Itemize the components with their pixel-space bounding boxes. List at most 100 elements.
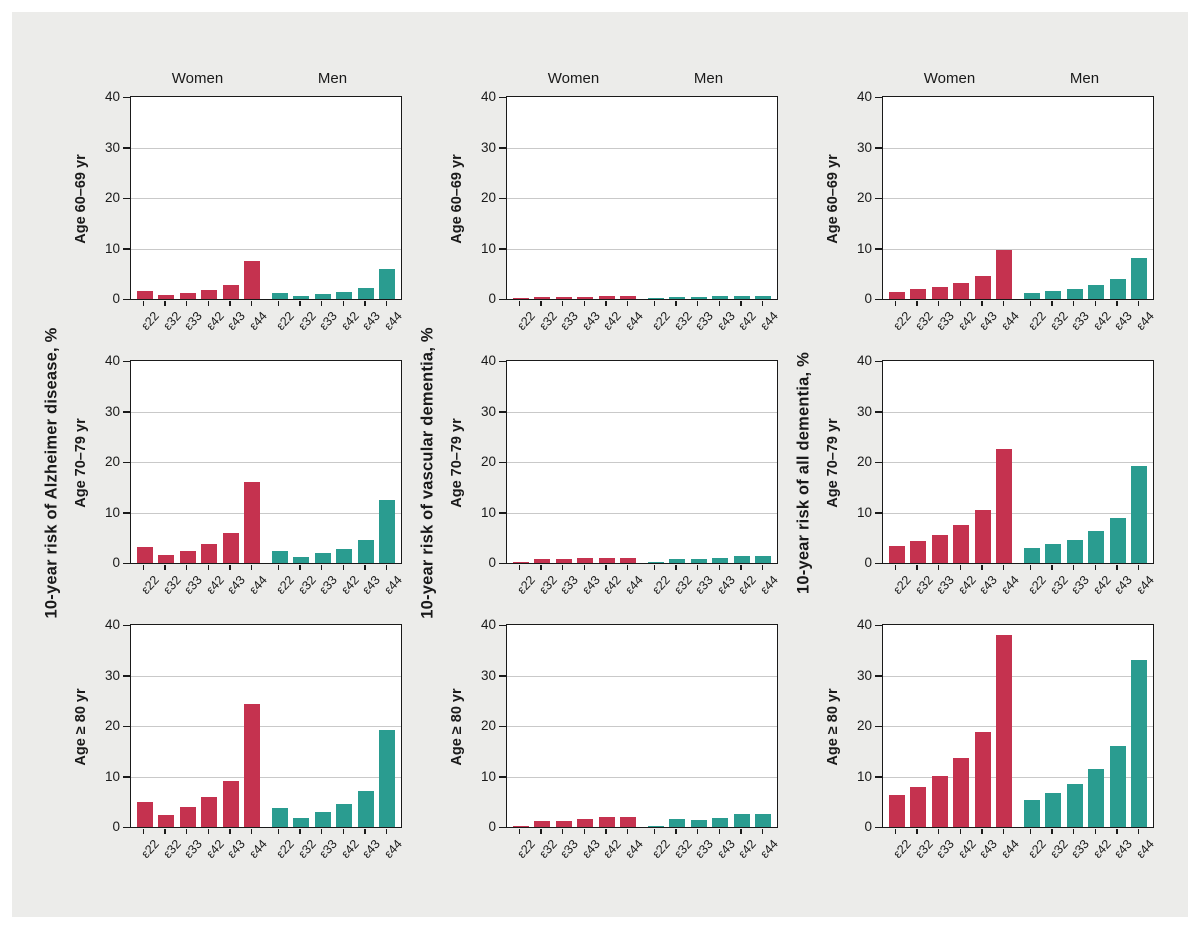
x-tick-mark: [229, 301, 231, 306]
men-bar: [1088, 531, 1105, 563]
x-label-item: ε22: [271, 301, 297, 347]
y-tick-label: 20: [104, 190, 120, 205]
x-tick-mark: [675, 829, 677, 834]
x-label-item: ε32: [1044, 301, 1071, 347]
x-tick-mark: [1094, 829, 1096, 834]
x-tick-mark: [320, 829, 323, 834]
x-tick-mark: [696, 829, 699, 834]
y-tick-mark: [499, 562, 506, 564]
x-label-group: ε22 ε32 ε33 ε43 ε42 ε44: [641, 565, 781, 611]
men-bar: [1088, 285, 1105, 299]
bar-groups: [131, 361, 401, 563]
x-label-group: ε22 ε32 ε33 ε42 ε43 ε44: [130, 565, 270, 611]
gridline: [883, 411, 1153, 413]
x-tick-mark: [740, 565, 742, 570]
x-label-item: ε43: [1109, 565, 1135, 611]
x-axis-labels: ε22 ε32 ε33 ε42 ε43 ε44 ε22 ε32 ε33 ε42 ε43 ε44: [130, 565, 405, 611]
x-label-group: ε22 ε32 ε33 ε42 ε43 ε44: [882, 301, 1022, 347]
plot-area: [506, 96, 778, 300]
x-tick-mark: [277, 565, 280, 570]
men-bar: [336, 804, 353, 827]
men-bar: [1045, 544, 1062, 563]
y-tick-label: 10: [104, 240, 120, 256]
x-tick-mark: [1116, 829, 1118, 834]
x-tick-label: ε44: [381, 309, 405, 333]
x-label-group: ε22 ε32 ε33 ε43 ε42 ε44: [506, 301, 646, 347]
y-tick-label: 20: [104, 454, 120, 469]
plot-area: [882, 96, 1154, 300]
x-tick-mark: [142, 565, 145, 570]
panel-body: Age ≥ 80 yr 0 10 20 30 40: [444, 617, 778, 834]
y-tick-label: 40: [856, 617, 872, 632]
women-bar: [598, 558, 615, 563]
x-tick-mark: [959, 565, 961, 570]
x-label-item: ε22: [136, 565, 162, 611]
men-bar: [755, 556, 772, 563]
x-label-item: ε22: [1023, 565, 1049, 611]
men-bar: [1131, 466, 1148, 563]
y-tick-label: 30: [480, 667, 496, 683]
y-tick-label: 20: [856, 454, 872, 469]
women-bar-group: [883, 625, 1018, 827]
x-label-item: ε44: [995, 565, 1022, 611]
x-label-group: ε22 ε32 ε33 ε42 ε43 ε44: [265, 829, 405, 875]
x-label-item: ε44: [1130, 565, 1157, 611]
x-label-item: ε42: [200, 829, 227, 875]
age-group-label: Age ≥ 80 yr: [73, 687, 89, 766]
y-tick-mark: [875, 776, 882, 778]
x-tick-mark: [320, 565, 323, 570]
x-label-item: ε43: [222, 565, 248, 611]
women-bar: [158, 815, 175, 827]
y-axis: 0 10 20 30 40: [94, 89, 130, 306]
women-bar: [222, 285, 239, 299]
gridline: [507, 675, 777, 677]
women-header: Women: [547, 70, 600, 87]
x-label-item: ε32: [909, 829, 936, 875]
x-label-item: ε33: [931, 829, 957, 875]
men-bar-group: [1018, 625, 1153, 827]
x-label-item: ε42: [1087, 565, 1114, 611]
gridline: [883, 198, 1153, 199]
x-label-item: ε33: [1066, 829, 1092, 875]
women-bar: [888, 795, 905, 827]
x-label-item: ε43: [357, 829, 383, 875]
x-axis-labels: ε22 ε32 ε33 ε43 ε42 ε44 ε22 ε32 ε33 ε43 ε42 ε44: [506, 301, 781, 347]
age-label-wrap: Age ≥ 80 yr: [444, 624, 470, 829]
x-tick-label: ε44: [757, 309, 781, 333]
panel-body: Age 60–69 yr 0 10 20 30 40: [820, 89, 1154, 306]
y-tick-label: 40: [104, 353, 120, 368]
women-bar-group: [131, 361, 266, 563]
x-tick-mark: [561, 829, 564, 834]
y-tick-mark: [875, 725, 882, 727]
women-bar: [534, 297, 551, 299]
men-bar: [293, 296, 310, 299]
chart-panel: Age ≥ 80 yr 0 10 20 30 40 ε22 ε32 ε33 ε42 ε43 ε44 ε2…: [68, 617, 405, 875]
women-bar: [953, 758, 970, 827]
x-tick-mark: [937, 565, 940, 570]
women-bar: [179, 293, 196, 299]
men-bar: [314, 294, 331, 299]
y-tick-label: 30: [480, 139, 496, 155]
x-tick-mark: [561, 301, 564, 306]
women-bar-group: [883, 97, 1018, 299]
gridline: [883, 462, 1153, 463]
y-tick-mark: [123, 96, 130, 98]
women-bar: [512, 826, 529, 827]
y-tick-label: 10: [856, 504, 872, 520]
women-bar: [158, 295, 175, 299]
x-label-item: ε32: [157, 301, 184, 347]
x-tick-mark: [1094, 301, 1096, 306]
x-label-item: ε42: [733, 301, 759, 347]
men-bar: [669, 297, 686, 299]
age-label-wrap: Age ≥ 80 yr: [820, 624, 846, 829]
women-bar: [179, 807, 196, 827]
x-label-item: ε43: [711, 829, 738, 875]
bar-groups: [131, 97, 401, 299]
y-tick-mark: [499, 826, 506, 828]
x-label-item: ε33: [931, 565, 957, 611]
y-tick-mark: [123, 147, 130, 149]
x-label-item: ε33: [555, 301, 581, 347]
men-bar: [1023, 548, 1040, 563]
panel-body: Age 70–79 yr 0 10 20 30 40: [444, 353, 778, 570]
x-tick-mark: [718, 565, 720, 570]
